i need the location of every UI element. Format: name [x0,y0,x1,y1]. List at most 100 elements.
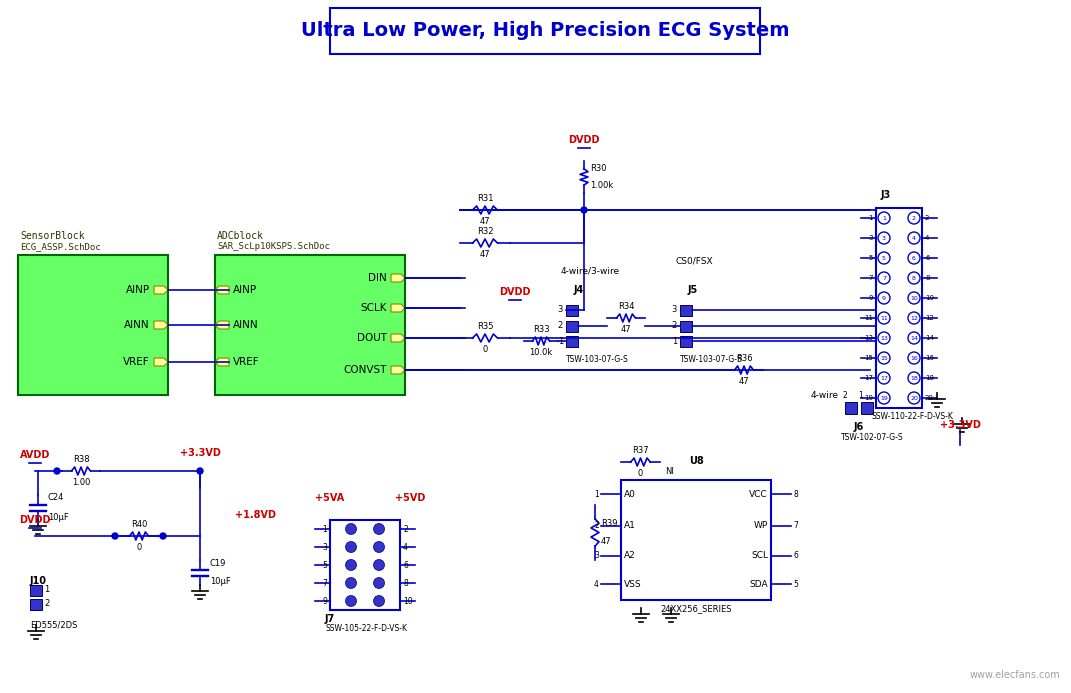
Text: 2: 2 [403,525,408,534]
Text: 5: 5 [869,255,873,261]
Text: 19: 19 [880,396,888,401]
Text: 1: 1 [322,525,327,534]
Text: 8: 8 [925,275,930,281]
Text: NI: NI [665,467,674,476]
Circle shape [878,352,890,364]
Text: www.elecfans.com: www.elecfans.com [969,670,1060,680]
Circle shape [878,232,890,244]
Text: ADCblock: ADCblock [217,231,263,241]
Text: 1.00: 1.00 [72,478,90,487]
Text: 6: 6 [925,255,930,261]
Circle shape [878,292,890,304]
Text: ECG_ASSP.SchDoc: ECG_ASSP.SchDoc [20,242,101,251]
Text: 11: 11 [864,315,873,321]
Text: 2: 2 [843,391,847,400]
Text: SSW-105-22-F-D-VS-K: SSW-105-22-F-D-VS-K [325,624,407,633]
Text: 7: 7 [869,275,873,281]
FancyBboxPatch shape [330,8,760,54]
Text: VSS: VSS [624,580,642,589]
Polygon shape [154,321,168,329]
Circle shape [908,352,920,364]
Text: 47: 47 [480,217,491,226]
Text: 7: 7 [883,276,886,281]
Text: R34: R34 [618,302,634,311]
Text: VREF: VREF [123,357,150,367]
Text: 10: 10 [910,295,918,301]
Text: SensorBlock: SensorBlock [20,231,85,241]
Text: 9: 9 [869,295,873,301]
FancyBboxPatch shape [845,402,857,414]
Polygon shape [154,358,168,366]
Text: Ultra Low Power, High Precision ECG System: Ultra Low Power, High Precision ECG Syst… [301,21,789,40]
FancyBboxPatch shape [565,305,578,316]
Text: +3.3VD: +3.3VD [180,448,221,458]
Text: 5: 5 [322,561,327,570]
Circle shape [908,272,920,284]
Circle shape [908,312,920,324]
Text: 3: 3 [672,306,677,315]
Text: CS0/FSX: CS0/FSX [675,256,712,265]
Text: 4: 4 [594,580,599,589]
Text: AINN: AINN [233,320,258,330]
Text: 4: 4 [403,543,408,552]
FancyBboxPatch shape [680,336,692,347]
Polygon shape [391,274,405,282]
Text: 47: 47 [739,377,750,386]
Text: C19: C19 [210,559,226,568]
Circle shape [908,212,920,224]
Text: 8: 8 [793,490,798,499]
Text: 12: 12 [925,315,934,321]
Text: 10μF: 10μF [48,513,69,522]
FancyBboxPatch shape [330,520,399,610]
Text: 6: 6 [793,551,798,560]
Text: R40: R40 [131,520,147,529]
Text: ED555/2DS: ED555/2DS [30,620,77,629]
Circle shape [374,577,384,588]
Circle shape [374,559,384,570]
Text: 20: 20 [925,395,934,401]
Text: 47: 47 [601,536,612,545]
Text: 15: 15 [864,355,873,361]
Text: 0: 0 [136,543,141,552]
Circle shape [346,595,357,606]
Text: 3: 3 [322,543,327,552]
Text: 2: 2 [912,216,916,220]
Text: J10: J10 [30,576,47,586]
Text: TSW-103-07-G-S: TSW-103-07-G-S [565,355,629,364]
Circle shape [878,372,890,384]
Text: DVDD: DVDD [19,515,50,525]
Text: 2: 2 [558,322,563,331]
Circle shape [54,468,60,474]
Text: 3: 3 [869,235,873,241]
Text: 2: 2 [594,521,599,530]
Text: J3: J3 [880,190,891,200]
Text: 3: 3 [558,306,563,315]
Text: 18: 18 [925,375,934,381]
Text: TSW-102-07-G-S: TSW-102-07-G-S [841,433,904,442]
Text: 10: 10 [925,295,934,301]
FancyBboxPatch shape [876,208,922,408]
Text: 10: 10 [403,597,412,606]
Polygon shape [154,286,168,294]
Circle shape [878,332,890,344]
Text: +3.3VD: +3.3VD [939,420,980,430]
Circle shape [580,207,587,213]
Text: 1: 1 [869,215,873,221]
Text: AINP: AINP [233,285,257,295]
Text: 1: 1 [672,337,677,346]
Circle shape [346,541,357,552]
Circle shape [374,523,384,534]
Circle shape [160,533,166,539]
Text: R33: R33 [532,325,549,334]
Text: C24: C24 [48,493,64,502]
Text: VREF: VREF [233,357,259,367]
Circle shape [908,392,920,404]
Text: 2: 2 [925,215,930,221]
Text: +1.8VD: +1.8VD [235,510,275,520]
Text: DVDD: DVDD [569,135,600,145]
FancyBboxPatch shape [215,255,405,395]
Circle shape [374,595,384,606]
Text: U8: U8 [689,456,704,466]
Text: 14: 14 [925,335,934,341]
Text: R32: R32 [477,227,494,236]
